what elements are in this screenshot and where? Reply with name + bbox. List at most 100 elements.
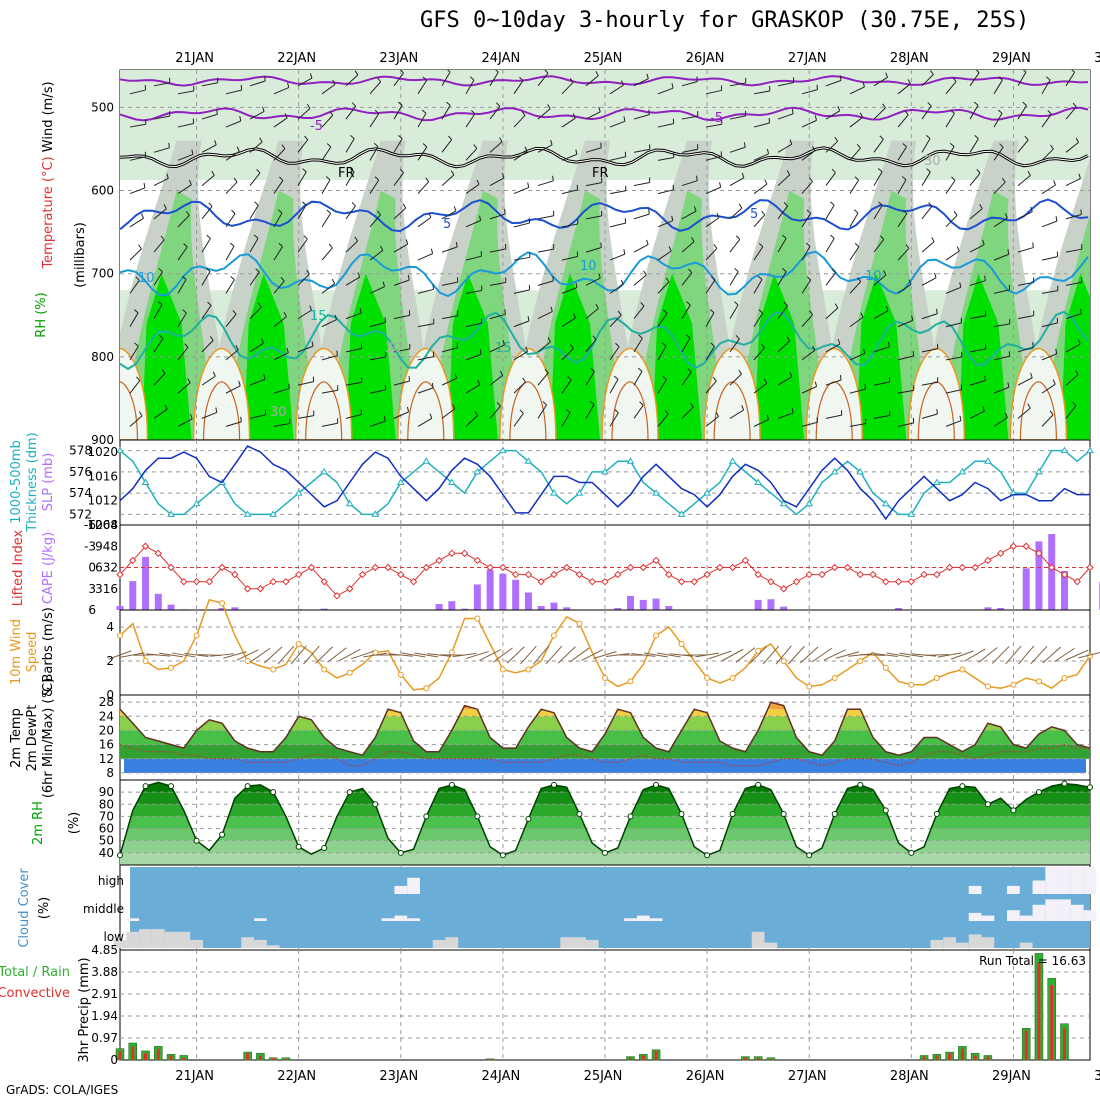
li-point [894, 577, 903, 586]
warm-dome-inner [509, 381, 547, 440]
surface-barb [644, 652, 668, 658]
wind-barb-flag [953, 210, 958, 216]
surface-barb [811, 647, 833, 663]
surface-barb [146, 653, 171, 657]
wind-label-speed-part: Speed [25, 632, 40, 673]
wind-barb-staff [753, 183, 768, 194]
surface-barb [762, 645, 780, 665]
wind-barb-staff [465, 353, 482, 361]
wind-speed-point [908, 681, 915, 688]
rh-point [193, 837, 200, 844]
li-point [818, 570, 826, 579]
wind-barb-staff [849, 388, 866, 394]
rh-point [550, 781, 557, 788]
wind-barb-staff [201, 305, 212, 319]
precip-conv-bar [182, 1057, 186, 1060]
wind-barb-flag [783, 301, 788, 307]
cloud-gap-low [190, 939, 203, 948]
surface-barb [401, 652, 426, 658]
wind-barb-flag [1027, 403, 1031, 409]
wind-barb-staff [585, 277, 601, 286]
wind-barb-staff [201, 113, 218, 120]
rh-point [653, 781, 660, 788]
wind-barb-flag [284, 113, 288, 119]
wind-barb-staff [993, 417, 1008, 427]
wind-barb-flag [715, 411, 720, 417]
wind-barb-flag [377, 210, 381, 216]
y-tick-label: 0.97 [91, 1031, 118, 1045]
y-tick-label: 24 [99, 709, 114, 723]
contour-label: FR [592, 166, 609, 181]
wind-barb-flag [812, 345, 816, 351]
wind-barb-staff [153, 271, 163, 286]
rh-point [576, 811, 583, 817]
cape-bar [448, 601, 456, 610]
wind-barb-staff [945, 180, 956, 194]
wind-barb-staff [753, 90, 770, 95]
wind-barb-staff [873, 381, 890, 386]
li-point [129, 556, 137, 565]
wind-barb-flag [542, 401, 547, 406]
wind-barb-staff [129, 345, 139, 361]
wind-barb-staff [489, 71, 499, 87]
wind-barb-flag [309, 73, 313, 79]
wind-barb-staff [657, 87, 674, 95]
wind-barb-staff [801, 119, 817, 128]
wind-barb-staff [369, 420, 386, 427]
wind-barb-flag [573, 313, 576, 319]
wind-barb-staff [1065, 313, 1082, 320]
wind-barb-flag [1049, 410, 1054, 416]
wind-barb-staff [705, 89, 722, 95]
wind-barb-staff [513, 256, 530, 261]
y-tick-label: 572 [69, 507, 92, 521]
pressure-tick-label: 800 [91, 350, 114, 364]
surface-barb [427, 653, 452, 657]
wind-barb-flag [496, 402, 501, 407]
wind-barb-flag [430, 248, 434, 254]
wind-barb-staff [417, 216, 432, 228]
rh-point [806, 852, 813, 859]
surface-barb [479, 649, 502, 661]
wind-barb-flag [431, 382, 434, 388]
li-point [448, 549, 456, 558]
li-point [1086, 563, 1094, 572]
cloud-level-label: middle [83, 902, 124, 916]
wind-barb-flag [575, 282, 578, 288]
wind-barb-staff [1041, 220, 1058, 228]
wind-barb-staff [681, 148, 698, 153]
wind-barb-staff [513, 289, 530, 294]
wind-barb-staff [801, 181, 813, 194]
wind-barb-flag [877, 168, 883, 173]
wind-barb-flag [565, 408, 571, 413]
wind-barb-staff [225, 313, 237, 327]
wind-barb-staff [129, 217, 144, 228]
wind-barb-flag [733, 301, 739, 306]
pressure-tick-label: 600 [91, 184, 114, 198]
wind-barb-staff [369, 250, 384, 261]
rh-plume-bright [243, 273, 294, 440]
wind-barb-staff [753, 419, 769, 427]
wind-barb-staff [849, 316, 864, 328]
wind-barb-staff [969, 104, 979, 120]
surface-barb [708, 650, 732, 660]
y-tick-label: 2 [106, 654, 114, 668]
wind-barb-flag [1027, 170, 1031, 176]
wind-barb-staff [633, 148, 650, 153]
wind-speed-point [219, 600, 226, 607]
thickness-point [652, 489, 660, 496]
wind-barb-flag [613, 375, 619, 380]
wind-barb-flag [1030, 206, 1033, 212]
precip-conv-bar [284, 1058, 288, 1060]
wind-barb-staff [585, 339, 597, 353]
wind-barb-flag [859, 112, 864, 118]
wind-barb-flag [259, 137, 263, 143]
wind-barb-staff [705, 416, 719, 427]
wind-barb-staff [753, 122, 770, 128]
thickness-point [1060, 446, 1069, 454]
wind-barb-flag [495, 70, 499, 73]
wind-barb-staff [249, 204, 259, 220]
wind-barb-staff [873, 415, 890, 419]
wind-barb-staff [969, 208, 983, 220]
surface-barb [492, 647, 513, 663]
wind-barb-flag [805, 242, 811, 247]
